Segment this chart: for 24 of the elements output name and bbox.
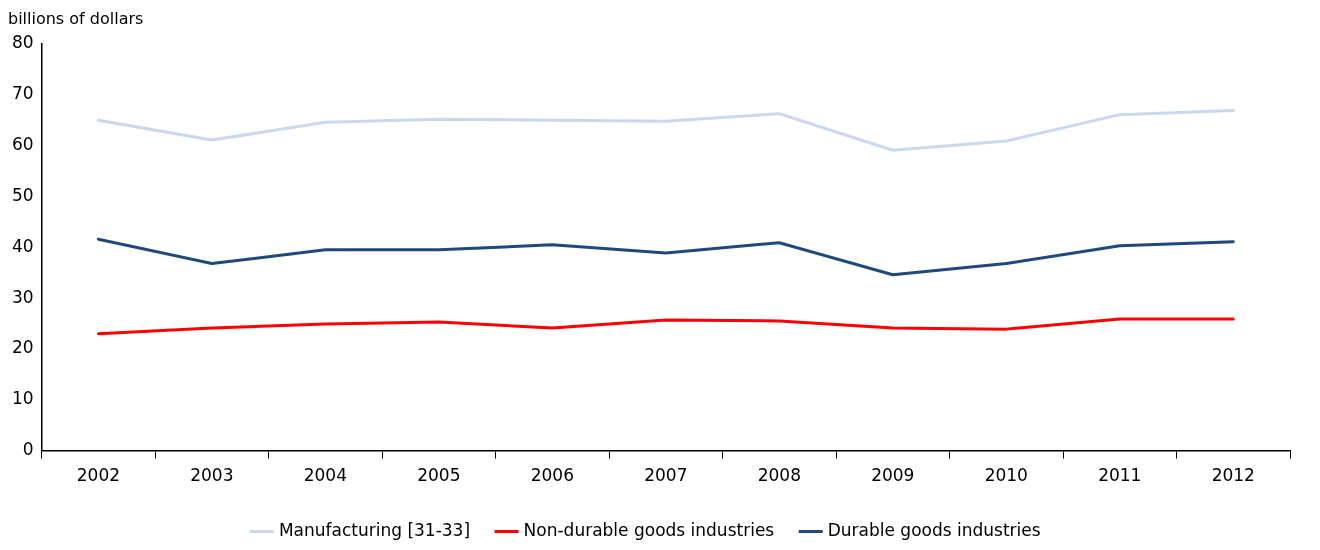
legend-label: Non-durable goods industries (523, 519, 775, 540)
y-axis-title: billions of dollars (8, 9, 144, 29)
y-tick-label: 40 (11, 235, 34, 256)
x-tick-label: 2005 (417, 465, 461, 486)
legend-label: Durable goods industries (827, 519, 1041, 540)
y-tick-label: 80 (11, 32, 34, 53)
y-tick-label: 50 (11, 184, 34, 205)
x-tick-label: 2009 (871, 465, 915, 486)
x-tick-label: 2008 (757, 465, 801, 486)
x-tick-label: 2011 (1098, 465, 1142, 486)
y-tick-label: 0 (22, 439, 34, 460)
x-tick-label: 2003 (190, 465, 234, 486)
x-tick-label: 2007 (644, 465, 688, 486)
y-tick-label: 30 (11, 286, 34, 307)
x-tick-label: 2012 (1211, 465, 1255, 486)
y-tick-label: 10 (11, 388, 34, 409)
x-tick-label: 2004 (303, 465, 347, 486)
y-tick-label: 60 (11, 134, 34, 155)
x-tick-label: 2002 (76, 465, 121, 486)
x-tick-label: 2010 (984, 465, 1028, 486)
legend-label: Manufacturing [31-33] (278, 519, 471, 540)
x-tick-label: 2006 (530, 465, 574, 486)
y-tick-label: 70 (11, 83, 34, 104)
y-tick-label: 20 (11, 337, 34, 358)
